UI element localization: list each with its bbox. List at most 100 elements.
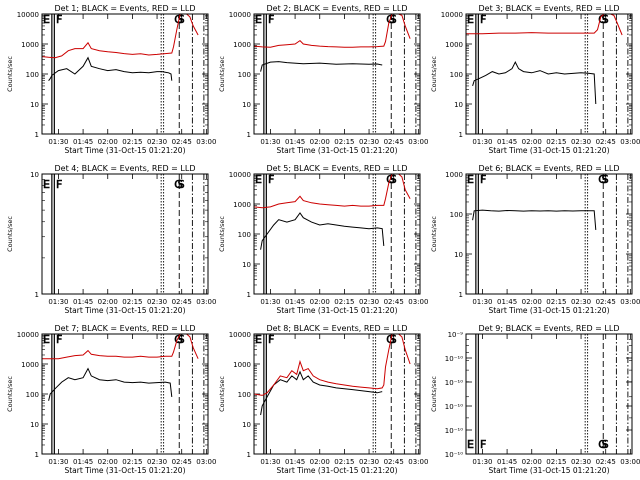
x-tick-label: 01:45 xyxy=(497,138,517,146)
y-tick-label: 10 xyxy=(454,251,463,259)
y-tick-label: 10 xyxy=(30,171,39,179)
marker-letter-f: F xyxy=(56,13,62,26)
y-tick-label: 10 xyxy=(30,101,39,109)
marker-letter-e: E xyxy=(255,173,262,186)
y-tick-label: 1 xyxy=(35,131,39,139)
marker-letter-f: F xyxy=(480,438,486,451)
x-tick-label: 02:30 xyxy=(571,298,591,306)
x-tick-label: 02:45 xyxy=(384,458,404,466)
y-tick-label: 10⁻¹⁰ xyxy=(445,403,463,411)
y-tick-label: 10⁻¹⁰ xyxy=(445,355,463,363)
series-line-events xyxy=(472,209,597,230)
y-axis-label: Counts/sec xyxy=(218,56,226,92)
series-line-lld xyxy=(42,14,199,59)
y-tick-label: 100 xyxy=(26,391,39,399)
y-tick-label: 100 xyxy=(238,231,251,239)
y-tick-label: 10000 xyxy=(17,331,39,339)
y-tick-label: 1000 xyxy=(233,201,251,209)
plot-frame xyxy=(253,333,421,455)
marker-letter-g: G xyxy=(598,13,607,26)
x-tick-label: 01:30 xyxy=(260,298,280,306)
y-tick-label: 10 xyxy=(242,261,251,269)
x-axis-label: Start Time (31-Oct-15 01:21:20) xyxy=(64,466,185,475)
x-tick-label: 01:30 xyxy=(260,138,280,146)
y-tick-label: 1000 xyxy=(233,41,251,49)
x-tick-label: 02:45 xyxy=(172,298,192,306)
x-tick-label: 02:30 xyxy=(571,138,591,146)
marker-letter-e: E xyxy=(43,333,50,346)
x-tick-label: 03:00 xyxy=(196,298,216,306)
y-tick-label: 10⁻⁹ xyxy=(448,331,464,339)
x-tick-label: 01:30 xyxy=(48,138,68,146)
y-tick-label: 1 xyxy=(459,291,463,299)
series-line-lld xyxy=(42,334,199,360)
marker-letter-g: G xyxy=(598,438,607,451)
x-tick-label: 02:30 xyxy=(359,458,379,466)
x-tick-label: 01:45 xyxy=(285,138,305,146)
x-tick-label: 02:15 xyxy=(122,298,142,306)
x-tick-label: 02:00 xyxy=(522,298,542,306)
y-tick-label: 10⁻¹⁰ xyxy=(445,451,463,459)
detector-panel-2: Det 2; BLACK = Events, RED = LLD 1 10 100 10… xyxy=(218,4,428,155)
x-tick-label: 02:15 xyxy=(122,138,142,146)
plot-frame xyxy=(41,173,209,295)
x-tick-label: 02:45 xyxy=(596,138,616,146)
marker-letter-s: S xyxy=(602,173,609,186)
y-tick-label: 100 xyxy=(450,71,463,79)
panel-title: Det 1; BLACK = Events, RED = LLD xyxy=(55,4,196,13)
y-tick-label: 1 xyxy=(35,451,39,459)
detector-panel-4: Det 4; BLACK = Events, RED = LLD 1 10 01:30… xyxy=(6,164,216,315)
panel-title: Det 3; BLACK = Events, RED = LLD xyxy=(479,4,620,13)
x-axis-label: Start Time (31-Oct-15 01:21:20) xyxy=(488,146,609,155)
x-tick-label: 02:00 xyxy=(310,298,330,306)
detector-panel-6: Det 6; BLACK = Events, RED = LLD 1 10 100 10… xyxy=(430,164,640,315)
marker-letter-s: S xyxy=(602,13,609,26)
y-tick-label: 100 xyxy=(450,211,463,219)
detector-panel-3: Det 3; BLACK = Events, RED = LLD 1 10 100 10… xyxy=(430,4,640,155)
x-tick-label: 02:45 xyxy=(596,298,616,306)
marker-letter-s: S xyxy=(178,13,185,26)
y-axis-label: Counts/sec xyxy=(218,376,226,412)
y-axis-label: Counts/sec xyxy=(430,216,438,252)
x-tick-label: 01:45 xyxy=(73,138,93,146)
marker-letter-f: F xyxy=(480,13,486,26)
x-tick-label: 02:00 xyxy=(310,138,330,146)
x-axis-label: Start Time (31-Oct-15 01:21:20) xyxy=(488,306,609,315)
y-tick-label: 10000 xyxy=(229,331,251,339)
x-tick-label: 01:30 xyxy=(260,458,280,466)
plot-frame xyxy=(253,13,421,135)
x-tick-label: 02:15 xyxy=(546,138,566,146)
x-tick-label: 01:45 xyxy=(497,458,517,466)
y-axis-label: Counts/sec xyxy=(6,216,14,252)
x-tick-label: 03:00 xyxy=(196,458,216,466)
x-tick-label: 02:00 xyxy=(310,458,330,466)
y-tick-label: 100 xyxy=(238,391,251,399)
series-line-lld xyxy=(254,14,411,48)
series-line-events xyxy=(472,60,597,105)
series-line-lld xyxy=(254,334,411,396)
y-tick-label: 10000 xyxy=(229,171,251,179)
x-tick-label: 01:45 xyxy=(285,458,305,466)
y-tick-label: 10⁻¹⁰ xyxy=(445,379,463,387)
y-tick-label: 10⁻¹⁰ xyxy=(445,427,463,435)
series-line-events xyxy=(48,56,173,82)
x-axis-label: Start Time (31-Oct-15 01:21:20) xyxy=(276,466,397,475)
x-tick-label: 02:15 xyxy=(546,298,566,306)
y-axis-label: Counts/sec xyxy=(6,56,14,92)
marker-letter-f: F xyxy=(480,173,486,186)
plot-frame xyxy=(465,173,633,295)
x-tick-label: 02:15 xyxy=(334,138,354,146)
panel-title: Det 5; BLACK = Events, RED = LLD xyxy=(267,164,408,173)
marker-letter-s: S xyxy=(390,173,397,186)
x-tick-label: 03:00 xyxy=(620,138,640,146)
y-tick-label: 10 xyxy=(242,101,251,109)
x-tick-label: 01:30 xyxy=(48,458,68,466)
plot-frame xyxy=(465,13,633,135)
marker-letter-e: E xyxy=(255,333,262,346)
y-axis-label: Counts/sec xyxy=(430,376,438,412)
x-tick-label: 02:45 xyxy=(384,138,404,146)
marker-letter-f: F xyxy=(268,173,274,186)
x-tick-label: 02:00 xyxy=(522,458,542,466)
x-tick-label: 02:15 xyxy=(546,458,566,466)
